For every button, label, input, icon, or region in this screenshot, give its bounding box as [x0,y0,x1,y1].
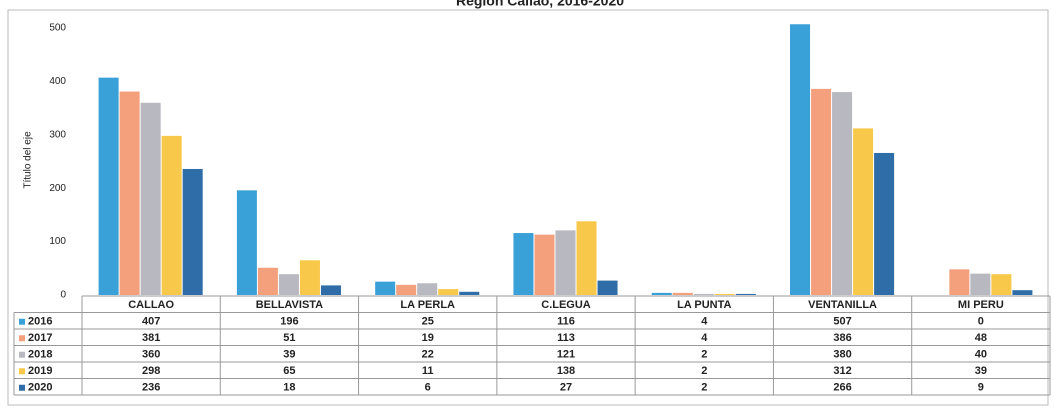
table-value: 407 [142,316,160,328]
table-value: 0 [978,316,984,328]
bar [459,291,480,295]
bar [790,24,811,296]
bar [375,281,396,295]
bar [161,135,182,295]
table-value: 266 [833,382,851,394]
table-value: 4 [701,316,708,328]
table-value: 298 [142,365,160,377]
bar [672,292,693,295]
bar [555,230,576,295]
bar [396,284,417,295]
table-value: 121 [557,349,575,361]
y-tick-label: 200 [49,183,66,194]
table-value: 2 [701,365,707,377]
table-value: 386 [833,332,851,344]
bar [236,190,257,295]
bar [257,267,278,295]
legend-label: 2017 [28,332,52,344]
legend-label: 2019 [28,365,52,377]
bar [991,274,1012,295]
table-value: 507 [833,316,851,328]
bar [438,289,459,295]
table-value: 2 [701,382,707,394]
bar [811,88,832,295]
x-tick-label: BELLAVISTA [256,299,323,311]
legend-swatch [19,384,25,391]
table-value: 2 [701,349,707,361]
table-value: 18 [283,382,295,394]
x-tick-label: LA PERLA [400,299,455,311]
table-value: 236 [142,382,160,394]
bar [1012,290,1033,295]
legend-swatch [19,318,25,325]
table-value: 65 [283,365,295,377]
bar [182,168,203,295]
bar [98,77,119,295]
bar [534,234,555,295]
table-value: 380 [833,349,851,361]
legend-label: 2016 [28,316,52,328]
chart-frame [7,9,1049,406]
y-tick-label: 300 [49,129,66,140]
legend-label: 2020 [28,382,52,394]
y-tick-label: 500 [49,23,66,34]
bar [320,285,341,295]
x-tick-label: CALLAO [128,299,174,311]
y-axis-label: Título del eje [23,131,34,189]
table-value: 48 [975,332,987,344]
bar [119,91,140,296]
table-value: 360 [142,349,160,361]
x-tick-label: C.LEGUA [541,299,591,311]
table-value: 138 [557,365,575,377]
bar [576,221,597,295]
bar [970,273,991,295]
bar [417,283,438,295]
y-tick-label: 400 [49,76,66,87]
table-value: 116 [557,316,575,328]
x-tick-label: LA PUNTA [677,299,731,311]
bar [140,102,161,295]
table-value: 11 [422,365,434,377]
legend-swatch [19,335,25,342]
bar [513,233,534,295]
table-value: 39 [283,349,295,361]
legend-swatch [19,351,25,358]
bar [299,260,320,295]
table-value: 40 [975,349,987,361]
table-value: 312 [833,365,851,377]
table-value: 25 [422,316,434,328]
table-value: 4 [701,332,708,344]
table-value: 381 [142,332,160,344]
table-value: 196 [280,316,298,328]
x-tick-label: VENTANILLA [808,299,877,311]
x-tick-label: MI PERU [958,299,1004,311]
legend-label: 2018 [28,349,52,361]
bar [735,293,756,295]
y-tick-label: 0 [60,290,66,301]
table-value: 51 [283,332,295,344]
table-value: 6 [425,382,431,394]
legend-swatch [19,368,25,375]
bar [278,274,299,295]
table-value: 19 [422,332,434,344]
table-value: 9 [978,382,984,394]
bar [597,280,618,295]
bar [832,92,853,295]
bar [651,292,672,295]
table-value: 22 [422,349,434,361]
table-value: 27 [560,382,572,394]
bar [874,152,895,295]
chart-title: Región Callao, 2016-2020 [456,0,624,9]
bar [714,293,735,295]
table-value: 39 [975,365,987,377]
table-value: 113 [557,332,575,344]
y-tick-label: 100 [49,236,66,247]
bar [693,293,714,295]
bar [853,128,874,295]
bar [949,269,970,295]
